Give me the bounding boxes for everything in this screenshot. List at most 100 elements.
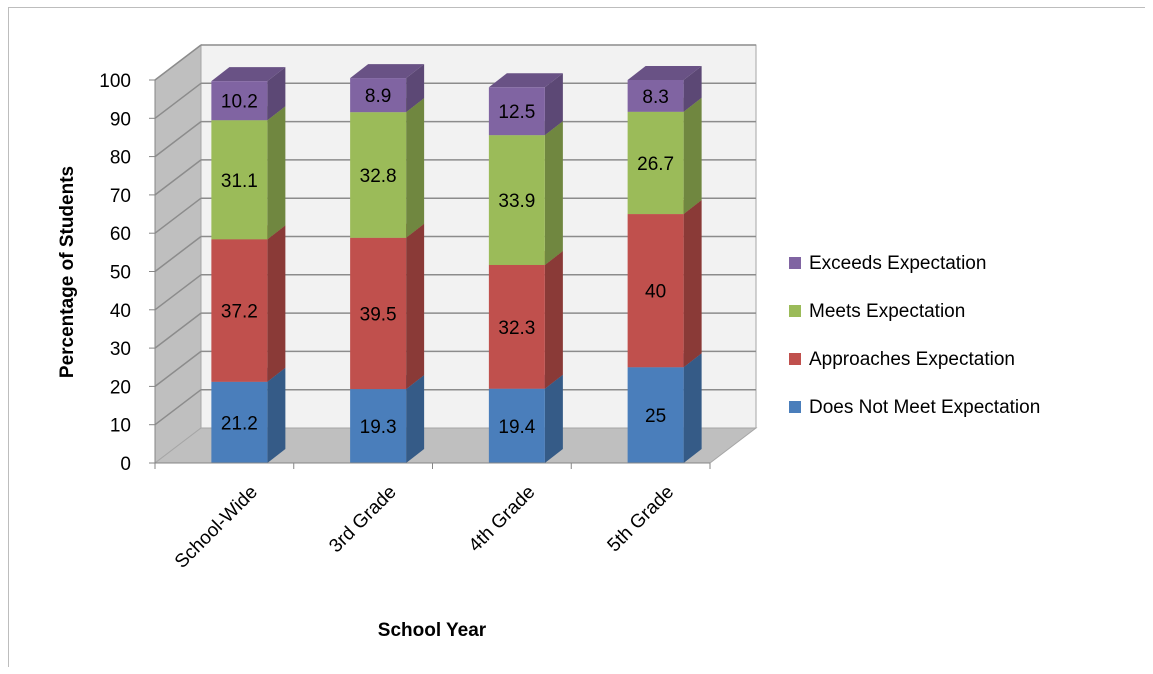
gridline-side — [154, 44, 202, 81]
gridline-side — [154, 159, 202, 196]
x-tick-label: 5th Grade — [604, 482, 679, 557]
bar-value-label: 25 — [645, 406, 666, 427]
bar-top — [627, 66, 702, 80]
bar-front — [627, 214, 684, 368]
gridline-side — [154, 197, 202, 234]
y-axis-title: Percentage of Students — [57, 166, 78, 378]
bar-value-label: 40 — [645, 282, 666, 303]
bar-value-label: 32.3 — [498, 318, 535, 339]
y-tick-label: 80 — [110, 148, 131, 169]
legend-label: Approaches Expectation — [809, 349, 1015, 370]
gridline-side — [154, 121, 202, 158]
gridline-side — [154, 350, 202, 387]
bar-segment: 33.9 — [488, 121, 563, 265]
bar-value-label: 19.3 — [360, 417, 397, 438]
bar-value-label: 32.8 — [360, 166, 397, 187]
bar-side — [406, 64, 425, 113]
x-axis-title: School Year — [378, 620, 487, 641]
bar-side — [267, 67, 286, 121]
y-tick-label: 0 — [120, 454, 131, 475]
y-tick-label: 10 — [110, 416, 131, 437]
bar-side — [267, 106, 286, 240]
x-tick-label: 3rd Grade — [325, 482, 400, 557]
y-tick-label: 50 — [110, 263, 131, 284]
chart-frame — [8, 7, 1145, 667]
bar-front — [488, 135, 545, 265]
bar-front — [211, 381, 268, 463]
bar-front — [350, 237, 407, 390]
bar-side — [544, 121, 563, 265]
bar-side — [544, 374, 563, 463]
bar-front — [488, 388, 545, 463]
y-tick-label: 30 — [110, 339, 131, 360]
bar-value-label: 39.5 — [360, 304, 397, 325]
legend-label: Meets Expectation — [809, 301, 965, 322]
x-tick-label: School-Wide — [171, 482, 262, 573]
bar-side — [683, 353, 702, 463]
bar-segment: 12.5 — [488, 73, 563, 136]
bar-front — [350, 78, 407, 113]
bar-segment: 25 — [627, 353, 702, 463]
bar-front — [350, 112, 407, 238]
bar-segment: 8.3 — [627, 66, 702, 112]
y-tick-label: 60 — [110, 224, 131, 245]
bar-side — [267, 367, 286, 463]
legend-swatch — [789, 353, 801, 365]
gridline-side — [154, 312, 202, 349]
bar-segment: 32.3 — [488, 250, 563, 389]
bar-side — [683, 66, 702, 112]
legend-label: Exceeds Expectation — [809, 253, 986, 274]
gridline-side — [154, 235, 202, 273]
bar-value-label: 33.9 — [498, 191, 535, 212]
bar-front — [627, 80, 684, 112]
gridline-side — [154, 82, 202, 119]
bar-side — [544, 73, 563, 136]
legend-item: Approaches Expectation — [789, 349, 1015, 370]
bar-side — [406, 98, 425, 238]
x-tick-label: 4th Grade — [465, 482, 540, 557]
bar-front — [488, 87, 545, 136]
bar-side — [544, 250, 563, 389]
bar-value-label: 19.4 — [498, 417, 535, 438]
gridline-side — [154, 389, 202, 426]
bar-front — [627, 367, 684, 463]
legend-label: Does Not Meet Expectation — [809, 397, 1040, 418]
bar-top — [350, 64, 425, 79]
bar-front — [211, 81, 268, 121]
bar-segment: 32.8 — [350, 98, 425, 238]
y-tick-label: 90 — [110, 109, 131, 130]
bar-value-label: 10.2 — [221, 92, 258, 113]
x-axis-ticks: School-Wide 3rd Grade 4th Grade 5th Grade — [154, 462, 711, 573]
bar-segment: 10.2 — [211, 67, 286, 121]
bar-front — [627, 111, 684, 215]
bar-segment: 21.2 — [211, 367, 286, 463]
bar-top — [211, 67, 286, 82]
bar-value-label: 21.2 — [221, 413, 258, 434]
legend-swatch — [789, 305, 801, 317]
bar-side — [683, 200, 702, 368]
legend-item: Does Not Meet Expectation — [789, 397, 1040, 418]
y-tick-label: 20 — [110, 377, 131, 398]
y-tick-label: 100 — [99, 71, 131, 92]
bar-segment: 40 — [627, 200, 702, 368]
bar-value-label: 8.9 — [365, 86, 391, 107]
bar-segment: 39.5 — [350, 223, 425, 390]
bar-segment: 26.7 — [627, 97, 702, 215]
bar-side — [683, 97, 702, 215]
bars: 21.2 37.2 31.1 10.2 19.3 39.5 32.8 8.9 19.4 32.3 3… — [211, 64, 702, 463]
bar-side — [406, 375, 425, 463]
gridline-side — [154, 274, 202, 311]
bar-front — [211, 120, 268, 240]
legend-swatch — [789, 401, 801, 413]
bar-side — [406, 223, 425, 390]
y-tick-label: 70 — [110, 186, 131, 207]
bar-value-label: 12.5 — [498, 102, 535, 123]
bar-value-label: 26.7 — [637, 154, 674, 175]
legend: Exceeds Expectation Meets Expectation Appr… — [789, 253, 1040, 418]
y-tick-label: 40 — [110, 301, 131, 322]
bar-segment: 31.1 — [211, 106, 286, 240]
bar-front — [211, 239, 268, 382]
bar-segment: 37.2 — [211, 225, 286, 382]
bar-value-label: 31.1 — [221, 171, 258, 192]
